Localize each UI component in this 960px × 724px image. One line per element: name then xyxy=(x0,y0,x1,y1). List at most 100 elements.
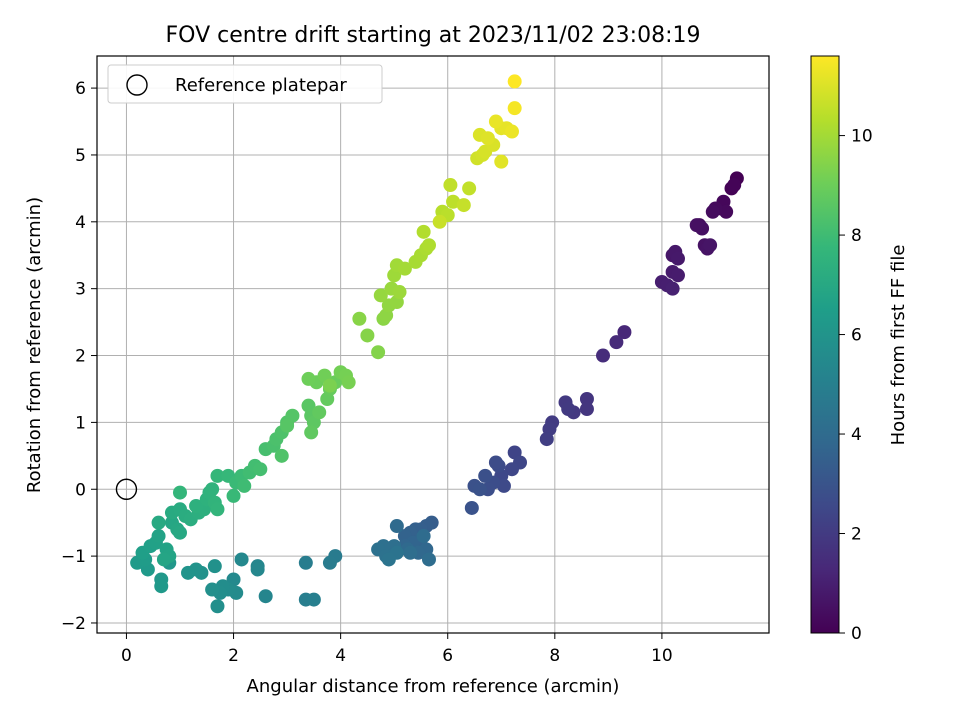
colorbar-gradient xyxy=(810,55,840,634)
y-tick-label: 1 xyxy=(75,413,86,433)
colorbar-tick-label: 2 xyxy=(851,525,862,545)
data-point xyxy=(280,418,295,433)
data-point xyxy=(341,375,356,390)
data-points xyxy=(130,74,744,614)
colorbar-tick-label: 6 xyxy=(851,326,862,346)
data-point xyxy=(205,482,220,497)
data-point xyxy=(464,500,479,515)
reference-platepar-point xyxy=(115,478,138,500)
data-point xyxy=(494,154,509,169)
y-tick-label: −1 xyxy=(61,547,86,567)
data-point xyxy=(670,268,685,283)
data-point xyxy=(579,402,594,417)
x-tick-label: 10 xyxy=(651,646,673,666)
y-tick-label: 5 xyxy=(75,146,86,166)
data-point xyxy=(312,405,327,420)
data-point xyxy=(392,285,407,300)
data-point xyxy=(250,562,265,577)
data-point xyxy=(478,468,493,483)
data-point xyxy=(665,281,680,296)
x-tick-label: 6 xyxy=(442,646,453,666)
data-point xyxy=(156,552,171,567)
data-point xyxy=(360,328,375,343)
chart-title: FOV centre drift starting at 2023/11/02 … xyxy=(166,23,701,48)
data-point xyxy=(210,468,225,483)
data-point xyxy=(596,348,611,363)
data-point xyxy=(172,525,187,540)
data-point xyxy=(462,181,477,196)
data-point xyxy=(670,251,685,266)
data-point xyxy=(456,198,471,213)
data-point xyxy=(403,545,418,560)
legend-box xyxy=(107,64,383,104)
reference-marker xyxy=(115,478,138,500)
data-point xyxy=(306,592,321,607)
plot-area xyxy=(97,56,769,633)
data-point xyxy=(496,478,511,493)
data-point xyxy=(371,345,386,360)
data-point xyxy=(416,529,431,544)
x-axis-label: Angular distance from reference (arcmin) xyxy=(247,676,620,697)
data-point xyxy=(189,498,204,513)
y-tick-label: 3 xyxy=(75,280,86,300)
legend: Reference platepar xyxy=(107,64,383,104)
data-point xyxy=(421,552,436,567)
x-tick-label: 8 xyxy=(549,646,560,666)
data-point xyxy=(727,178,742,193)
data-point xyxy=(421,238,436,253)
colorbar-tick-label: 8 xyxy=(851,226,862,246)
y-axis-label: Rotation from reference (arcmin) xyxy=(24,197,45,493)
data-point xyxy=(210,599,225,614)
data-point xyxy=(253,462,268,477)
data-point xyxy=(689,218,704,233)
data-point xyxy=(432,214,447,229)
data-point xyxy=(274,448,289,463)
data-point xyxy=(472,482,487,497)
x-axis-ticks: 0 2 4 6 8 10 xyxy=(121,633,673,666)
data-point xyxy=(488,455,503,470)
data-point xyxy=(151,515,166,530)
x-tick-label: 0 xyxy=(121,646,132,666)
x-tick-label: 4 xyxy=(335,646,346,666)
data-point xyxy=(210,502,225,517)
data-point xyxy=(381,552,396,567)
x-tick-label: 2 xyxy=(228,646,239,666)
y-tick-label: 2 xyxy=(75,347,86,367)
data-point xyxy=(488,114,503,129)
data-point xyxy=(234,552,249,567)
data-point xyxy=(301,371,316,386)
colorbar-tick-label: 0 xyxy=(851,624,862,644)
plot-frame xyxy=(96,55,770,634)
y-tick-label: 6 xyxy=(75,79,86,99)
data-point xyxy=(705,204,720,219)
data-point xyxy=(181,565,196,580)
colorbar-tick-label: 4 xyxy=(851,425,862,445)
data-point xyxy=(258,589,273,604)
data-point xyxy=(416,224,431,239)
data-point xyxy=(151,529,166,544)
data-point xyxy=(443,178,458,193)
y-axis-ticks: −2 −1 0 1 2 3 4 5 6 xyxy=(61,79,97,634)
legend-marker-icon xyxy=(126,74,148,96)
data-point xyxy=(304,425,319,440)
data-point xyxy=(719,204,734,219)
data-point xyxy=(507,101,522,116)
data-point xyxy=(298,555,313,570)
data-point xyxy=(154,579,169,594)
data-point xyxy=(504,462,519,477)
data-point xyxy=(617,325,632,340)
data-point xyxy=(703,238,718,253)
data-point xyxy=(207,559,222,574)
data-point xyxy=(561,402,576,417)
data-point xyxy=(397,261,412,276)
colorbar-label: Hours from first FF file xyxy=(888,245,909,446)
data-point xyxy=(205,582,220,597)
data-point xyxy=(507,74,522,89)
data-point xyxy=(237,478,252,493)
data-point xyxy=(389,519,404,534)
colorbar-tick-label: 10 xyxy=(851,127,873,147)
data-point xyxy=(322,378,337,393)
legend-entry-reference: Reference platepar xyxy=(175,75,347,96)
data-point xyxy=(172,485,187,500)
data-point xyxy=(609,335,624,350)
